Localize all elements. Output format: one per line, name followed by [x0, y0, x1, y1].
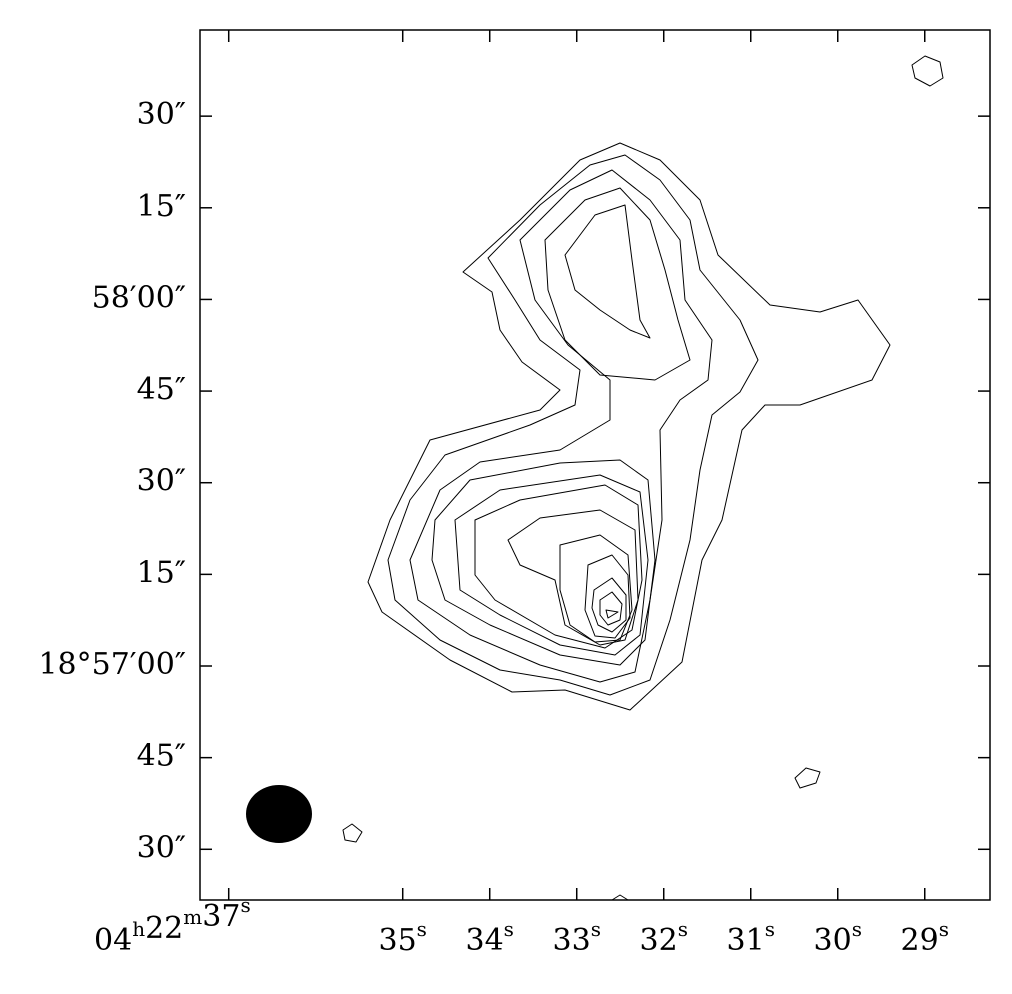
contour	[454, 474, 649, 656]
x-tick-label: 35s	[378, 917, 426, 959]
contour	[431, 459, 656, 666]
x-tick-label: 31s	[727, 917, 775, 959]
contour	[794, 767, 821, 789]
contour	[911, 55, 944, 87]
y-tick-label: 45″	[137, 372, 186, 407]
contour	[599, 591, 623, 626]
x-tick-label: 04h22m37s	[94, 893, 251, 959]
contour	[387, 154, 759, 696]
x-tick-label: 29s	[901, 917, 949, 959]
contour	[474, 484, 643, 649]
beam	[246, 785, 312, 843]
x-tick-label: 32s	[640, 917, 688, 959]
contour	[367, 142, 891, 711]
x-tick-label: 30s	[814, 917, 862, 959]
y-tick-label: 15″	[137, 189, 186, 224]
contour	[605, 609, 619, 619]
contour	[584, 554, 631, 639]
y-tick-label: 18°57′00″	[38, 647, 186, 682]
y-tick-label: 30″	[137, 830, 186, 865]
x-tick-label: 34s	[465, 917, 513, 959]
contour	[564, 204, 651, 339]
contour	[591, 577, 627, 633]
y-tick-label: 30″	[137, 97, 186, 132]
contour	[409, 169, 713, 683]
x-tick-label: 33s	[553, 917, 601, 959]
contour	[611, 894, 629, 901]
contour	[342, 823, 363, 843]
contour	[559, 534, 633, 643]
y-tick-label: 45″	[137, 739, 186, 774]
y-tick-label: 15″	[137, 555, 186, 590]
contours	[342, 55, 944, 901]
contour	[507, 509, 639, 646]
contour	[544, 187, 691, 381]
y-tick-label: 58′00″	[92, 280, 186, 315]
y-tick-label: 30″	[137, 464, 186, 499]
frame	[199, 29, 991, 901]
